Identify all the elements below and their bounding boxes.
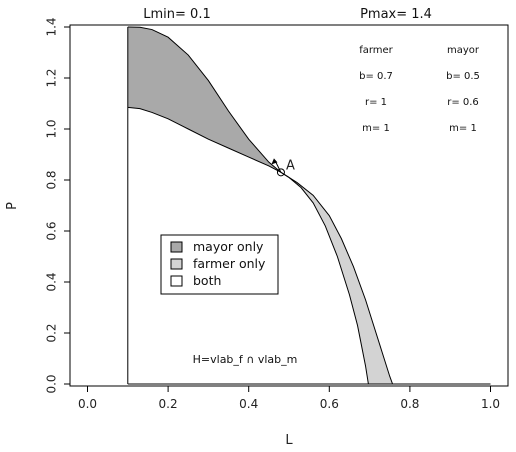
x-tick-label: 0.2 xyxy=(159,397,178,411)
x-axis-label: L xyxy=(285,433,293,448)
plot-frame xyxy=(69,24,509,387)
x-axis: 0.0 0.2 0.4 0.6 0.8 1.0 xyxy=(78,386,500,411)
farmer-title: farmer xyxy=(359,45,393,56)
mayor-only-region xyxy=(127,27,281,173)
farmer-only-region xyxy=(280,172,393,384)
mayor-r: r= 0.6 xyxy=(447,97,479,108)
x-tick-label: 1.0 xyxy=(481,397,500,411)
y-axis: 0.0 0.2 0.4 0.6 0.8 1.0 1.2 1.4 xyxy=(45,17,70,394)
intersection-annotation: H=vlab_f ∩ vlab_m xyxy=(193,353,298,366)
legend-swatch-both xyxy=(170,275,183,287)
lmin-header: Lmin= 0.1 xyxy=(143,7,210,22)
plot-area: A xyxy=(127,26,491,385)
point-a-arrow-head xyxy=(271,158,278,165)
y-tick-label: 1.0 xyxy=(45,119,59,138)
farmer-m: m= 1 xyxy=(362,123,390,134)
y-axis-label: P xyxy=(5,202,20,210)
x-tick-label: 0.0 xyxy=(78,397,97,411)
y-tick-label: 1.2 xyxy=(45,68,59,87)
legend-label-both: both xyxy=(193,273,221,288)
legend-label-mayor-only: mayor only xyxy=(193,239,264,254)
parameters-table: farmer b= 0.7 r= 1 m= 1 mayor b= 0.5 r= … xyxy=(359,45,480,134)
farmer-b: b= 0.7 xyxy=(359,71,393,82)
y-tick-label: 0.0 xyxy=(45,374,59,393)
legend-swatch-farmer-only xyxy=(170,258,183,270)
mayor-b: b= 0.5 xyxy=(446,71,480,82)
point-a-marker: A xyxy=(271,158,295,177)
y-tick-label: 0.2 xyxy=(45,323,59,342)
legend-swatch-mayor-only xyxy=(170,241,183,253)
y-tick-label: 0.6 xyxy=(45,221,59,240)
mayor-curve xyxy=(127,106,369,385)
x-tick-label: 0.8 xyxy=(400,397,419,411)
point-a-label: A xyxy=(286,158,295,173)
x-tick-label: 0.4 xyxy=(239,397,258,411)
legend: mayor only farmer only both xyxy=(160,234,279,295)
y-tick-label: 0.8 xyxy=(45,170,59,189)
mayor-title: mayor xyxy=(447,45,480,56)
x-tick-label: 0.6 xyxy=(320,397,339,411)
y-tick-label: 0.4 xyxy=(45,272,59,291)
mayor-m: m= 1 xyxy=(449,123,477,134)
y-tick-label: 1.4 xyxy=(45,17,59,36)
point-a-circle xyxy=(276,168,285,177)
farmer-r: r= 1 xyxy=(365,97,387,108)
legend-label-farmer-only: farmer only xyxy=(193,256,266,271)
pmax-header: Pmax= 1.4 xyxy=(360,7,432,22)
